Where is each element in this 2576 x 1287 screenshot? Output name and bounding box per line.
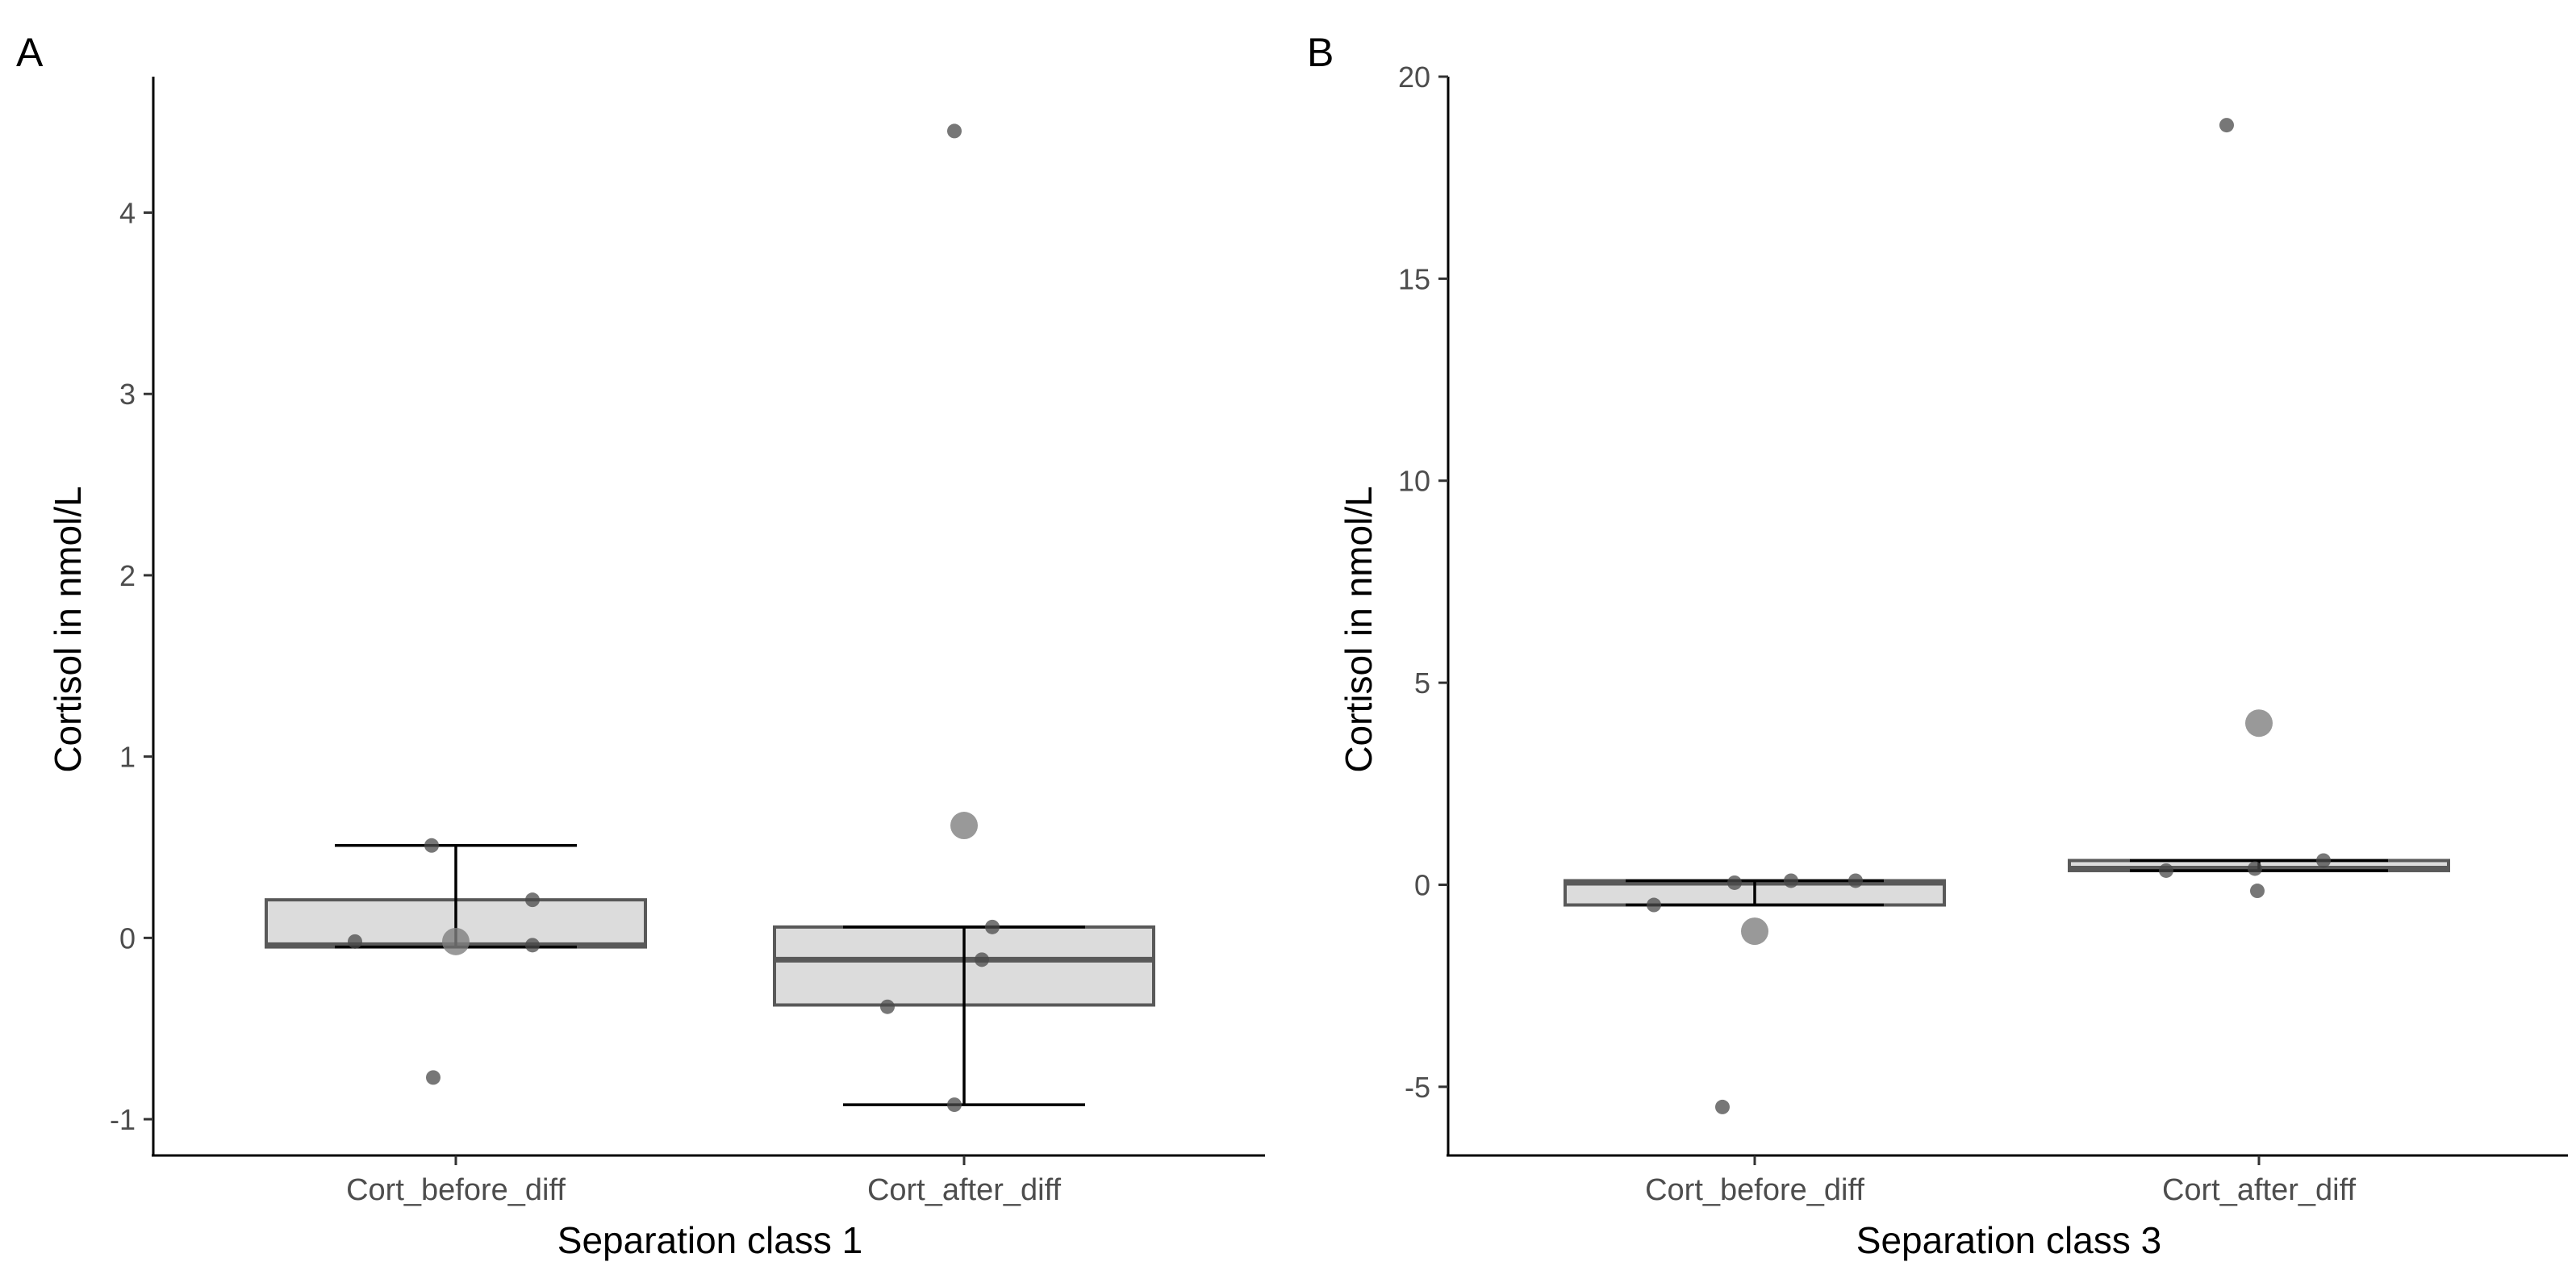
data-point-b bbox=[1848, 873, 1863, 888]
y-tick-label-b: 5 bbox=[1414, 666, 1430, 700]
mean-point-a bbox=[442, 927, 470, 955]
y-tick-label-a: 2 bbox=[119, 559, 136, 592]
y-tick-label-a: -1 bbox=[110, 1103, 136, 1136]
x-tick-label-a: Cort_after_diff bbox=[867, 1173, 1062, 1207]
boxes-b bbox=[1564, 859, 2450, 907]
data-point-b bbox=[2250, 884, 2265, 899]
mean-point-b bbox=[2245, 709, 2273, 738]
data-point-b bbox=[1784, 873, 1798, 888]
y-tick-label-b: 15 bbox=[1398, 262, 1430, 295]
data-point-a bbox=[947, 1097, 962, 1113]
x-tick-label-b: Cort_after_diff bbox=[2162, 1173, 2357, 1207]
data-point-b bbox=[1715, 1099, 1730, 1114]
data-point-a bbox=[880, 999, 895, 1014]
x-axis-title-b: Separation class 3 bbox=[1856, 1219, 2161, 1261]
y-tick-label-b: 10 bbox=[1398, 465, 1430, 498]
x-ticks-b: Cort_before_diff Cort_after_diff bbox=[1645, 1155, 2356, 1207]
x-tick-label-b: Cort_before_diff bbox=[1645, 1173, 1864, 1207]
panel-a: A Cortisol in nmol/L Separation class 1 … bbox=[16, 30, 1265, 1261]
boxes-a bbox=[265, 844, 1155, 1106]
data-point-b bbox=[1647, 897, 1661, 913]
y-tick-label-b: -5 bbox=[1405, 1071, 1430, 1104]
data-point-a bbox=[348, 934, 362, 949]
y-tick-label-a: 3 bbox=[119, 378, 136, 411]
panel-label-b: B bbox=[1307, 30, 1334, 75]
y-axis-title-b: Cortisol in nmol/L bbox=[1338, 486, 1380, 772]
data-point-b bbox=[2159, 863, 2173, 878]
y-ticks-a: -1 0 1 2 3 4 bbox=[110, 197, 153, 1136]
mean-point-b bbox=[1741, 917, 1768, 946]
data-point-a bbox=[975, 952, 989, 967]
y-ticks-b: -5 0 5 10 15 20 bbox=[1398, 61, 1448, 1104]
data-point-a bbox=[525, 938, 540, 953]
data-point-a bbox=[426, 1070, 440, 1085]
mean-point-a bbox=[950, 812, 978, 840]
y-tick-label-b: 0 bbox=[1414, 868, 1430, 901]
data-point-a bbox=[525, 892, 540, 908]
data-point-b bbox=[2248, 861, 2262, 876]
points-b bbox=[1647, 118, 2331, 1114]
data-point-a bbox=[985, 919, 1000, 934]
data-point-b bbox=[2219, 118, 2234, 133]
data-point-a bbox=[947, 123, 962, 139]
y-tick-label-a: 1 bbox=[119, 741, 136, 774]
panel-b: B Cortisol in nmol/L Separation class 3 … bbox=[1307, 30, 2568, 1261]
data-point-b bbox=[1727, 875, 1742, 890]
y-tick-label-a: 4 bbox=[119, 197, 136, 230]
x-axis-title-a: Separation class 1 bbox=[557, 1219, 862, 1261]
y-tick-label-a: 0 bbox=[119, 921, 136, 955]
panel-label-a: A bbox=[16, 30, 44, 75]
y-axis-title-a: Cortisol in nmol/L bbox=[47, 486, 89, 772]
x-ticks-a: Cort_before_diff Cort_after_diff bbox=[346, 1155, 1061, 1207]
x-tick-label-a: Cort_before_diff bbox=[346, 1173, 566, 1207]
data-point-b bbox=[2316, 853, 2331, 868]
y-tick-label-b: 20 bbox=[1398, 61, 1430, 94]
points-a bbox=[348, 123, 1000, 1113]
data-point-a bbox=[424, 838, 439, 853]
